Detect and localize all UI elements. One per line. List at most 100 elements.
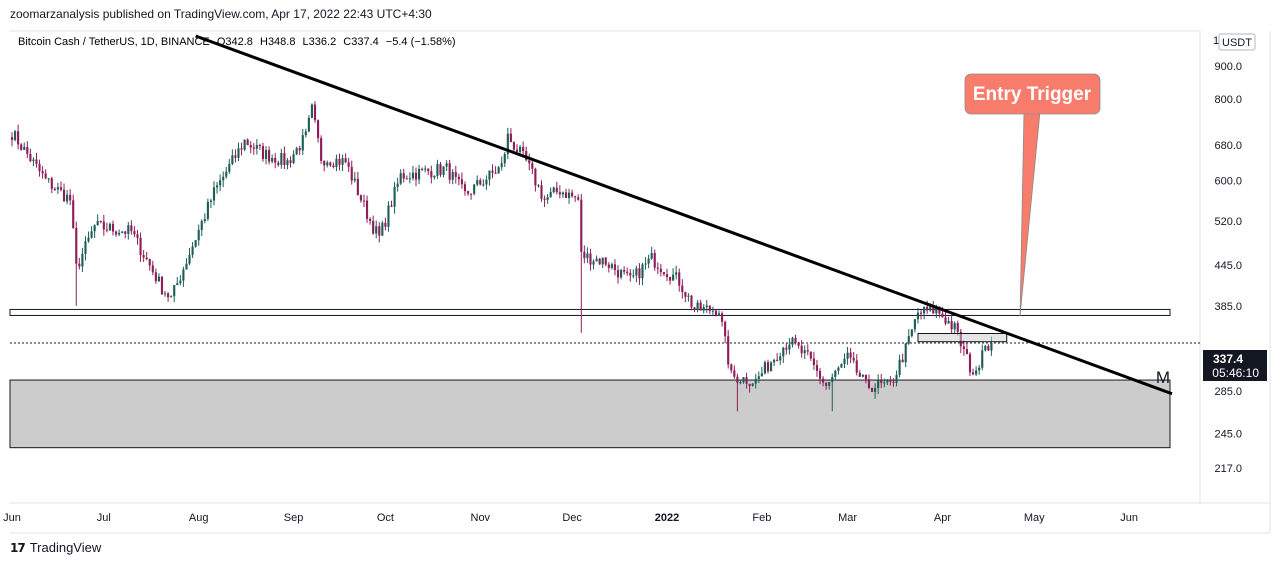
- candle-body: [127, 225, 130, 234]
- candle-body: [932, 305, 935, 314]
- pattern-m-label: M: [1156, 368, 1170, 387]
- legend-c-label: C: [343, 36, 351, 48]
- candle-body: [916, 312, 920, 320]
- candle-body: [782, 347, 785, 357]
- candle-body: [29, 153, 32, 162]
- time-tick-label: Mar: [838, 512, 857, 524]
- candle-body: [779, 356, 782, 361]
- consolidation-box[interactable]: [917, 332, 1008, 343]
- demand-zone[interactable]: [9, 379, 1171, 449]
- candle-body: [809, 351, 812, 359]
- legend-l-label: L: [303, 36, 309, 48]
- candles-group: [10, 101, 993, 412]
- candle-body: [978, 367, 981, 371]
- candle-body: [451, 172, 454, 180]
- price-tick-label: 520.0: [1214, 216, 1242, 228]
- candle-body: [124, 231, 127, 234]
- candle-body: [623, 270, 626, 272]
- candle-body: [763, 362, 766, 374]
- candle-body: [705, 305, 708, 308]
- candle-body: [629, 272, 632, 276]
- candle-body: [424, 168, 427, 170]
- time-axis[interactable]: Jun Jul Aug Sep Oct Nov Dec 2022 Feb Mar Apr May Jun: [3, 512, 1138, 524]
- candle-body: [362, 200, 366, 202]
- candle-body: [93, 225, 96, 232]
- candle-body: [522, 146, 525, 152]
- candle-body: [111, 223, 115, 232]
- candle-body: [35, 159, 38, 164]
- candle-body: [148, 259, 151, 266]
- descending-trendline[interactable]: [195, 34, 1173, 396]
- candle-body: [620, 270, 623, 278]
- candle-body: [378, 226, 381, 236]
- candle-body: [387, 205, 390, 227]
- candle-body: [350, 166, 353, 181]
- candle-body: [965, 349, 969, 355]
- candle-body: [638, 268, 641, 279]
- candle-body: [745, 377, 748, 384]
- candle-body: [108, 223, 112, 231]
- last-price-value: 337.4: [1213, 352, 1243, 366]
- candle-body: [968, 354, 972, 373]
- candle-body: [209, 200, 213, 202]
- legend-h-value: 348.8: [268, 36, 296, 48]
- candle-body: [81, 253, 84, 267]
- candle-body: [66, 194, 69, 202]
- time-tick-label: Jun: [3, 512, 21, 524]
- candle-body: [408, 178, 411, 180]
- candle-body: [656, 267, 659, 269]
- currency-badge[interactable]: [1218, 33, 1256, 51]
- candle-body: [497, 167, 500, 174]
- candle-body: [454, 172, 457, 177]
- entry-trigger-callout[interactable]: [964, 73, 1101, 115]
- candle-body: [38, 163, 41, 172]
- candle-body: [929, 305, 932, 311]
- resistance-zone[interactable]: [9, 308, 1171, 316]
- candle-body: [721, 313, 724, 322]
- time-tick-label: Jul: [97, 512, 111, 524]
- candle-body: [558, 192, 561, 195]
- candle-body: [534, 168, 537, 186]
- candle-body: [372, 220, 375, 234]
- price-tick-label: 600.0: [1214, 175, 1242, 187]
- candle-body: [473, 184, 476, 194]
- candle-body: [258, 145, 261, 147]
- candle-body: [421, 168, 424, 170]
- candle-body: [840, 364, 843, 368]
- bar-countdown: 05:46:10: [1212, 366, 1259, 380]
- candle-body: [727, 336, 730, 365]
- candle-body: [99, 220, 102, 222]
- candle-body: [858, 372, 861, 377]
- candle-body: [653, 252, 656, 268]
- candle-body: [944, 317, 947, 324]
- candle-body: [320, 138, 323, 161]
- candle-body: [984, 345, 987, 351]
- candle-body: [460, 179, 463, 185]
- candle-body: [411, 172, 415, 179]
- candle-body: [470, 193, 473, 195]
- candle-body: [191, 246, 194, 255]
- time-tick-label: 2022: [655, 512, 679, 524]
- price-tick-label: 680.0: [1214, 140, 1242, 152]
- candle-body: [739, 382, 742, 384]
- tradingview-brand: TradingView: [29, 540, 102, 555]
- candle-body: [399, 173, 402, 184]
- candle-body: [160, 276, 164, 295]
- candle-body: [941, 313, 944, 318]
- candle-body: [500, 163, 503, 168]
- candle-body: [384, 222, 387, 227]
- candle-body: [20, 144, 23, 150]
- candle-body: [139, 237, 142, 256]
- candle-body: [479, 180, 482, 185]
- entry-trigger-label: Entry Trigger: [973, 84, 1092, 105]
- candle-body: [531, 163, 534, 169]
- candle-body: [381, 222, 384, 236]
- candle-body: [690, 295, 693, 308]
- candle-body: [886, 379, 889, 383]
- candle-body: [237, 148, 240, 158]
- candle-body: [225, 171, 228, 177]
- candle-body: [206, 201, 209, 219]
- price-axis[interactable]: 900.0 800.0 680.0 600.0 520.0 445.0 385.0 285.0…: [1214, 61, 1242, 475]
- candle-body: [414, 172, 418, 180]
